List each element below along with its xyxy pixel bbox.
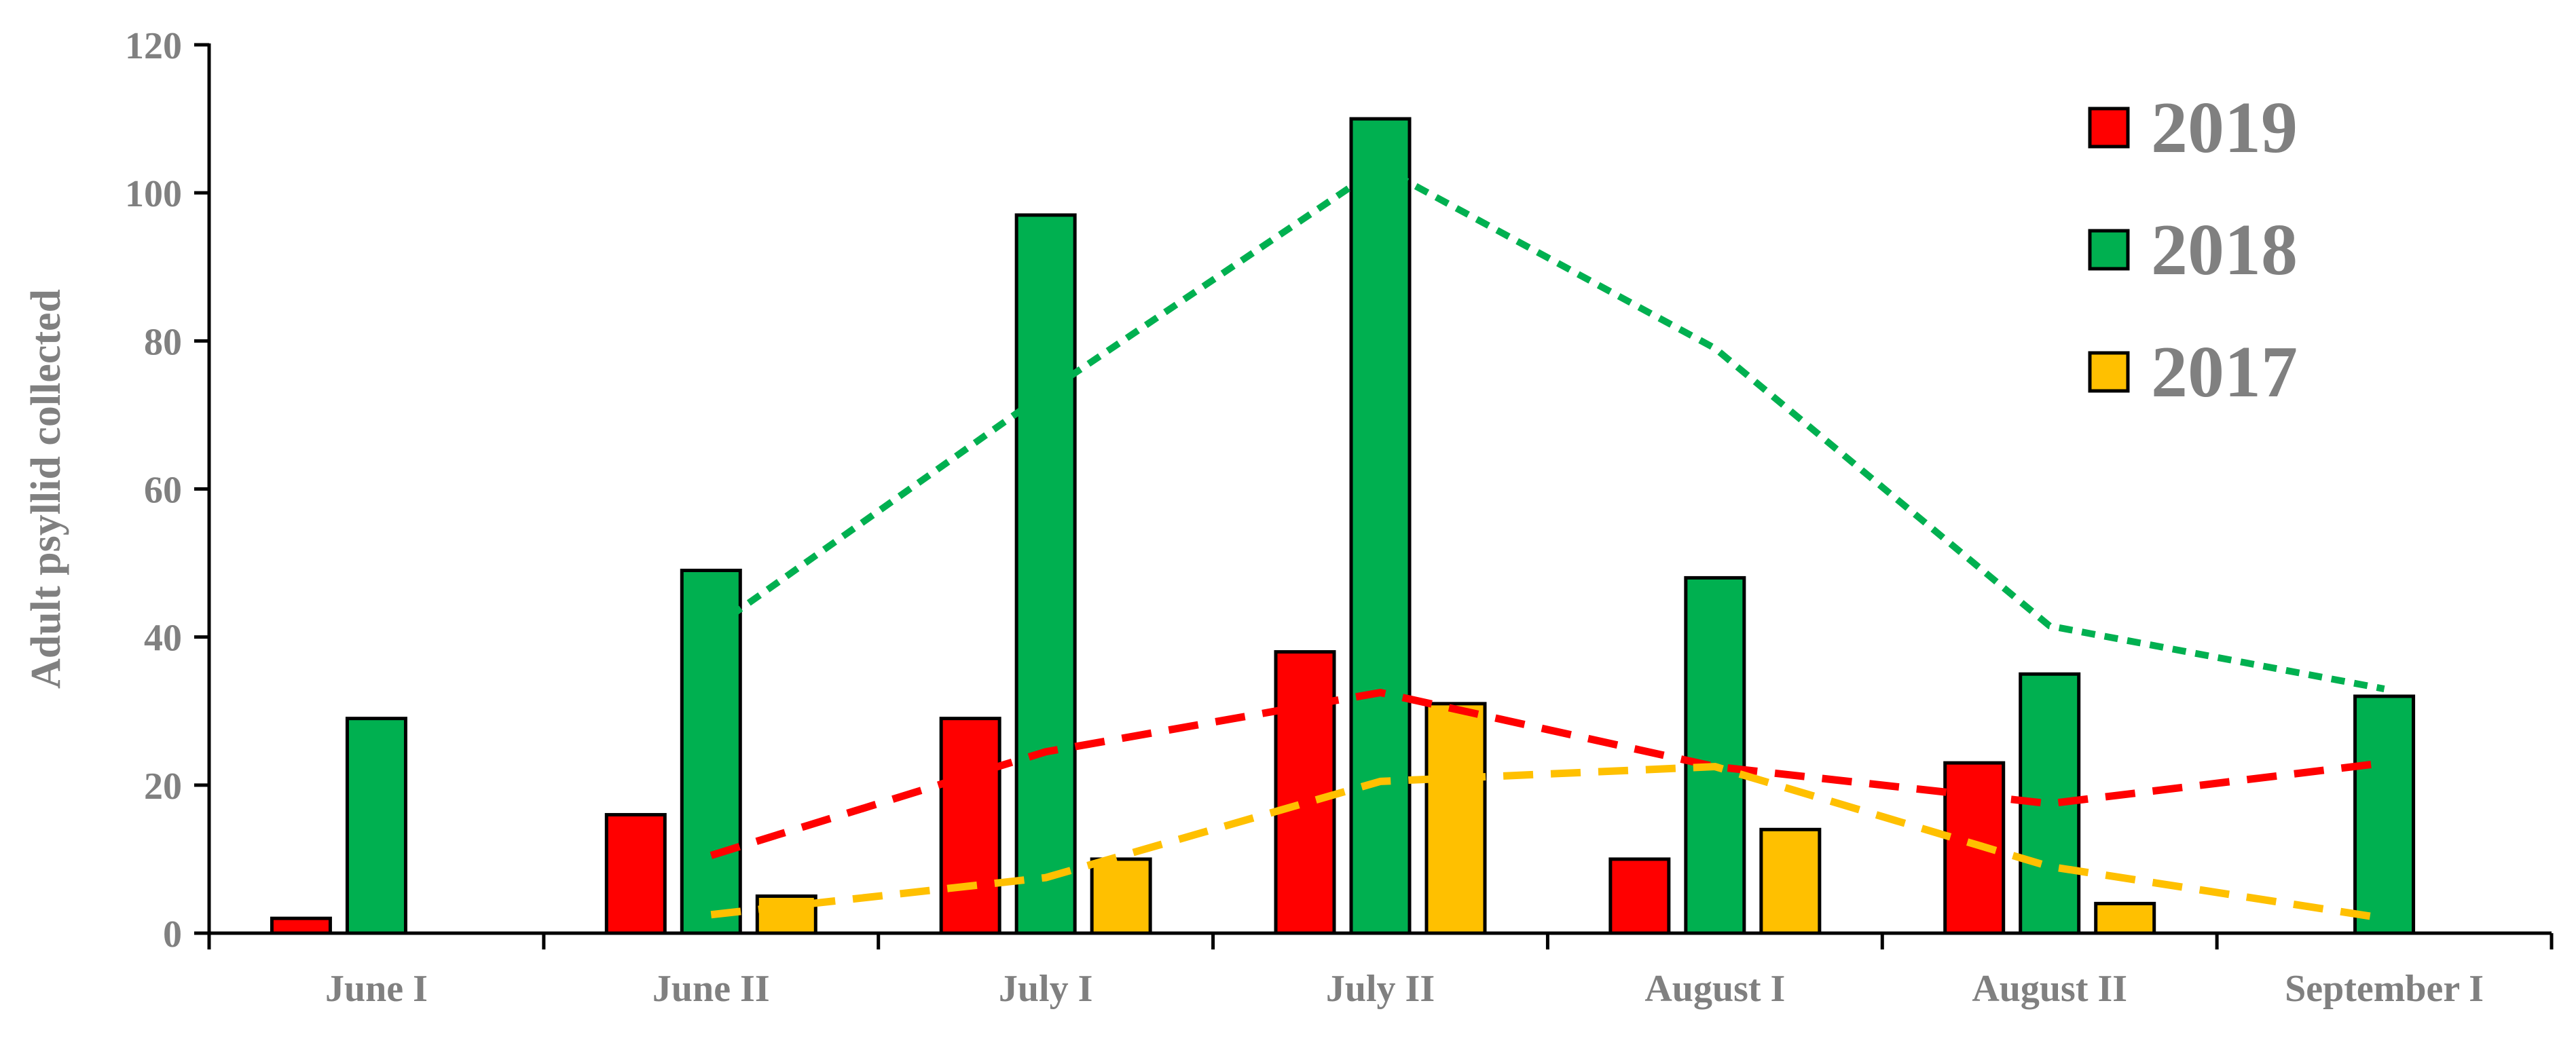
x-tick-label-july-ii: July II (1326, 968, 1435, 1010)
legend-swatch-2019 (2088, 107, 2130, 149)
y-tick-label-40: 40 (144, 618, 182, 660)
bar-2017-july-i (1090, 857, 1152, 935)
bar-2018-june-ii (680, 568, 742, 935)
x-tick-label-july-i: July I (999, 968, 1093, 1010)
bar-2018-august-i (1684, 576, 1746, 935)
trendlines-layer (709, 163, 2385, 922)
legend-label-2019: 2019 (2151, 88, 2298, 168)
y-tick-label-120: 120 (125, 25, 182, 67)
bar-2018-july-i (1014, 213, 1077, 935)
y-tick-label-20: 20 (144, 766, 182, 808)
x-tick-label-september-i: September I (2285, 968, 2484, 1010)
bar-2017-august-i (1759, 827, 1822, 935)
x-tick-label-june-i: June I (325, 968, 428, 1010)
x-tick-label-august-i: August I (1644, 968, 1785, 1010)
legend-swatch-2018 (2088, 229, 2130, 271)
bar-2017-august-ii (2094, 901, 2156, 935)
y-axis-title: Adult psyllid collected (23, 289, 69, 689)
legend-label-2017: 2017 (2151, 332, 2298, 413)
bar-2019-june-i (270, 916, 332, 935)
bar-2019-august-i (1608, 857, 1671, 935)
bar-2019-july-i (939, 717, 1001, 935)
bar-2019-july-ii (1274, 649, 1336, 935)
bar-2019-june-ii (604, 812, 667, 935)
x-tick-label-june-ii: June II (652, 968, 770, 1010)
bar-2018-july-ii (1349, 117, 1412, 935)
bar-2017-july-ii (1424, 702, 1487, 935)
bar-2018-september-i (2353, 694, 2416, 935)
legend-label-2018: 2018 (2151, 210, 2298, 290)
x-tick-label-august-ii: August II (1972, 968, 2127, 1010)
legend-swatch-2017 (2088, 351, 2130, 393)
bar-2018-june-i (345, 717, 407, 935)
y-tick-label-80: 80 (144, 321, 182, 363)
y-tick-label-60: 60 (144, 470, 182, 512)
axes-layer: 0 20 40 60 80 100 120 June I June II July I July I… (23, 25, 2554, 1010)
trendline-2018 (709, 163, 2385, 692)
legend: 2019 2018 2017 (2088, 88, 2298, 413)
y-tick-label-100: 100 (125, 173, 182, 215)
y-tick-label-0: 0 (163, 913, 182, 956)
trendline-2019 (710, 688, 2385, 859)
